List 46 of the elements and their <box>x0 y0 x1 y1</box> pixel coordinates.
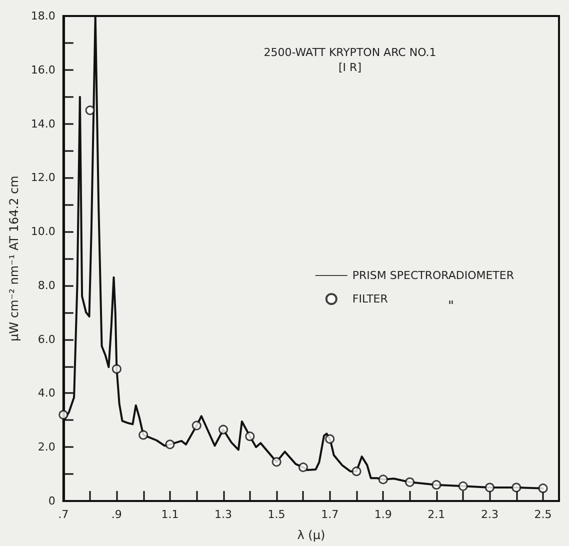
y-tick-label: 4.0 <box>38 386 56 400</box>
x-tick-label: 1.5 <box>268 508 286 521</box>
x-tick-label: 1.7 <box>321 508 339 521</box>
x-tick-label: 2.5 <box>534 508 552 521</box>
point <box>512 482 522 492</box>
point <box>378 474 388 484</box>
point <box>458 481 468 491</box>
y-tick-label: 16.0 <box>30 63 56 76</box>
y-tick-label: 2.0 <box>38 440 56 454</box>
annotation: " <box>448 299 454 314</box>
y-axis-title: μW cm⁻² nm⁻¹ AT 164.2 cm <box>7 176 21 342</box>
point <box>192 420 202 430</box>
point <box>165 440 175 450</box>
x-tick-label: 1.3 <box>214 508 232 521</box>
y-tick-label: 10.0 <box>30 225 56 238</box>
x-tick-label: 1.9 <box>374 508 392 521</box>
text: 2500-WATT KRYPTON ARC NO.1 <box>264 46 436 59</box>
point <box>405 477 415 487</box>
x-axis-title: λ (μ) <box>297 528 326 542</box>
point <box>218 424 228 434</box>
x-tick-label: 2.3 <box>480 508 498 521</box>
x-tick-label: .9 <box>111 508 122 521</box>
point <box>325 434 335 444</box>
legend-label: FILTER <box>352 292 388 306</box>
y-tick-label: 18.0 <box>30 10 56 22</box>
point <box>432 480 442 490</box>
point <box>298 462 308 472</box>
x-tick-label: .7 <box>58 508 69 521</box>
point <box>484 482 494 492</box>
y-tick-label: 6.0 <box>38 332 56 346</box>
y-tick-label: 12.0 <box>30 171 56 184</box>
y-tick-label: 8.0 <box>38 278 56 292</box>
x-tick-label: 2.1 <box>428 508 446 521</box>
point <box>85 106 95 116</box>
point <box>112 364 122 374</box>
x-tick-label: 1.1 <box>161 508 179 521</box>
point <box>352 466 362 476</box>
y-tick-label: 14.0 <box>30 117 56 130</box>
legend-label: PRISM SPECTRORADIOMETER <box>352 269 514 282</box>
y-tick-label: 0 <box>48 494 56 508</box>
point <box>58 410 68 420</box>
text: [I R] <box>338 61 362 74</box>
point <box>138 430 148 440</box>
point <box>245 432 255 442</box>
point <box>538 484 548 494</box>
point <box>272 457 282 467</box>
